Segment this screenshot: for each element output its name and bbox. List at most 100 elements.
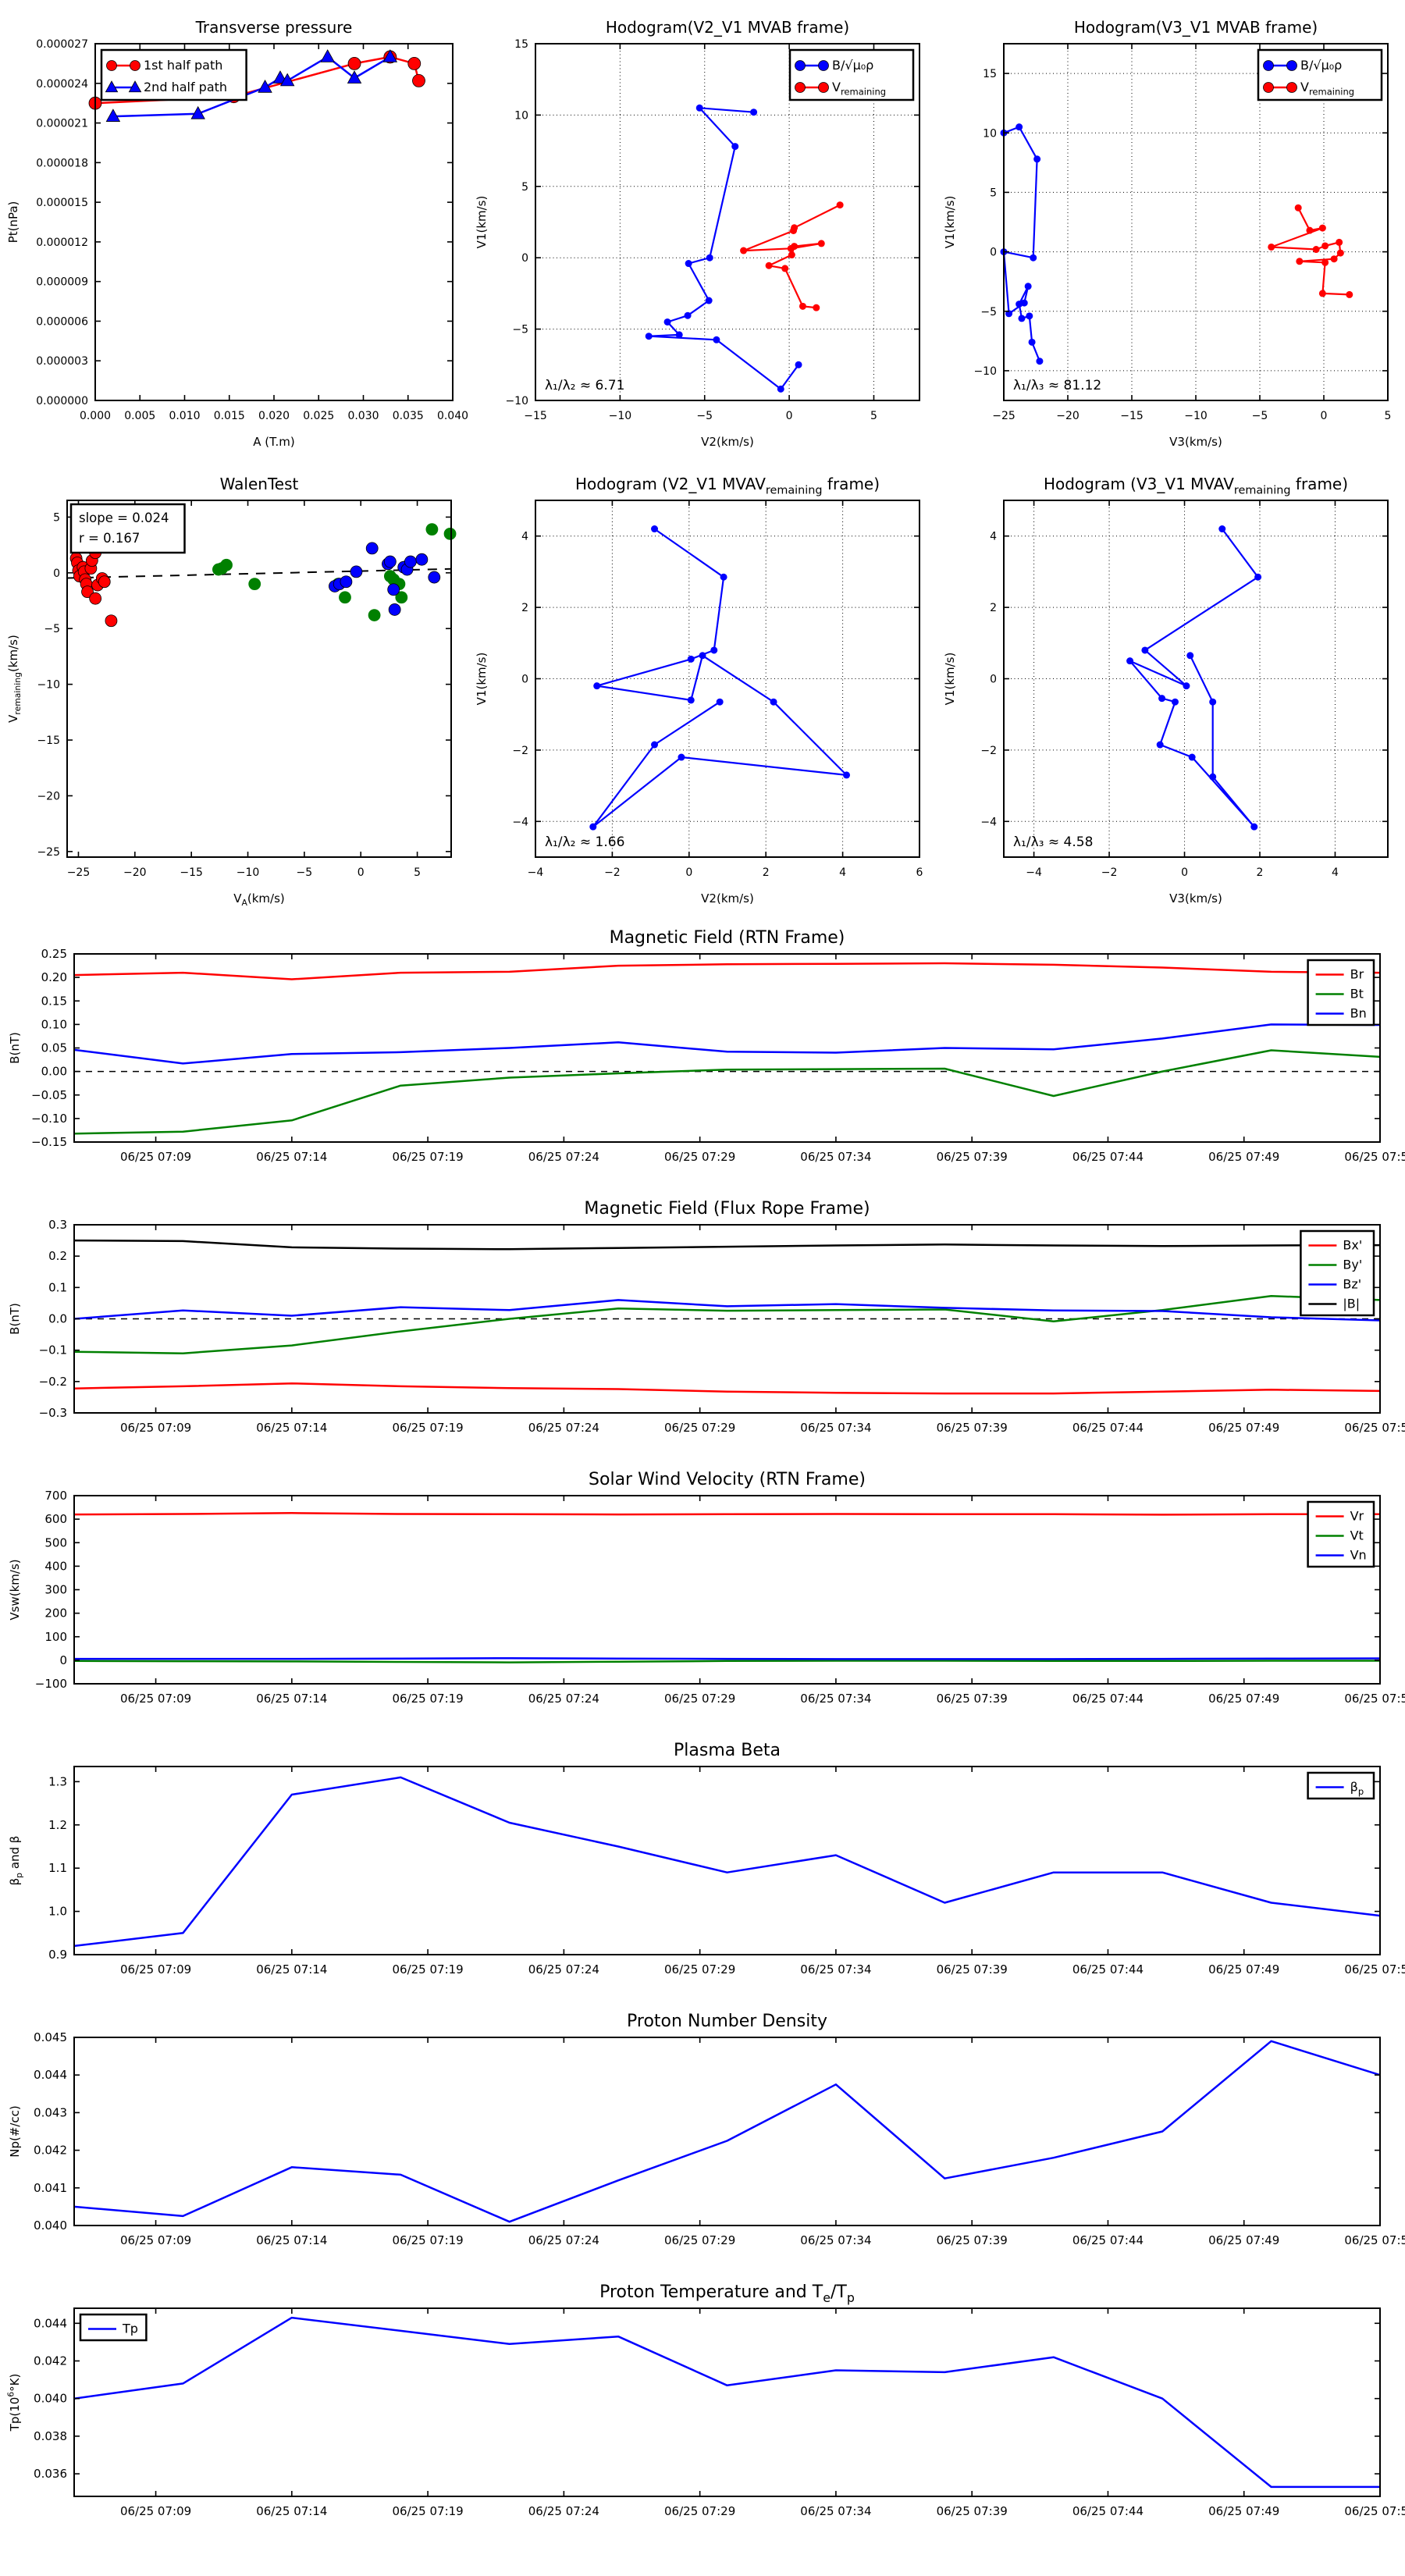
svg-text:λ₁/λ₂ ≈ 1.66: λ₁/λ₂ ≈ 1.66 bbox=[545, 834, 624, 850]
svg-text:Pt(nPa): Pt(nPa) bbox=[6, 201, 20, 244]
svg-text:0.000: 0.000 bbox=[80, 410, 111, 422]
svg-text:Hodogram(V3_V1 MVAB frame): Hodogram(V3_V1 MVAB frame) bbox=[1074, 18, 1318, 37]
chart-svg-hodogram-v2v1-mvab: −15 −10 −5 0 5 −10 −5 0 5 10 15 Hodogram(V2_V1 MVAB… bbox=[475, 18, 920, 449]
svg-text:06/25 07:54: 06/25 07:54 bbox=[1344, 1150, 1405, 1164]
svg-text:06/25 07:44: 06/25 07:44 bbox=[1072, 2233, 1144, 2247]
svg-text:|B|: |B| bbox=[1343, 1297, 1360, 1311]
svg-text:0: 0 bbox=[521, 252, 528, 265]
svg-text:2: 2 bbox=[990, 602, 997, 614]
svg-text:0.000018: 0.000018 bbox=[36, 157, 88, 169]
svg-text:Bt: Bt bbox=[1350, 987, 1364, 1002]
svg-text:06/25 07:14: 06/25 07:14 bbox=[256, 2233, 327, 2247]
svg-text:Bz': Bz' bbox=[1343, 1277, 1361, 1292]
svg-text:V2(km/s): V2(km/s) bbox=[701, 435, 754, 449]
panel-plasma-beta: 06/25 07:09 06/25 07:14 06/25 07:19 06/25 0… bbox=[0, 1732, 1405, 2003]
svg-text:06/25 07:09: 06/25 07:09 bbox=[120, 1962, 191, 1976]
svg-text:−5: −5 bbox=[44, 623, 60, 635]
svg-text:06/25 07:49: 06/25 07:49 bbox=[1208, 1962, 1279, 1976]
svg-text:06/25 07:49: 06/25 07:49 bbox=[1208, 2504, 1279, 2518]
svg-text:06/25 07:34: 06/25 07:34 bbox=[800, 1692, 871, 1706]
svg-text:Vremaining(km/s): Vremaining(km/s) bbox=[6, 635, 23, 723]
svg-text:Np(#/cc): Np(#/cc) bbox=[8, 2105, 22, 2158]
svg-text:6: 6 bbox=[916, 866, 923, 879]
chart-svg-walen-test: −25 −20 −15 −10 −5 0 5 −25 −20 −15 −10 −5 0 5 WalenTes… bbox=[6, 475, 457, 908]
svg-text:0: 0 bbox=[357, 866, 365, 879]
svg-text:−20: −20 bbox=[1056, 410, 1080, 422]
svg-text:−25: −25 bbox=[992, 410, 1016, 422]
svg-text:06/25 07:54: 06/25 07:54 bbox=[1344, 1692, 1405, 1706]
svg-text:06/25 07:39: 06/25 07:39 bbox=[937, 1692, 1008, 1706]
svg-text:06/25 07:54: 06/25 07:54 bbox=[1344, 1421, 1405, 1435]
svg-text:06/25 07:44: 06/25 07:44 bbox=[1072, 1421, 1144, 1435]
svg-text:0.041: 0.041 bbox=[34, 2181, 67, 2195]
svg-text:−15: −15 bbox=[37, 735, 60, 747]
svg-text:06/25 07:29: 06/25 07:29 bbox=[664, 2504, 735, 2518]
svg-text:0.045: 0.045 bbox=[34, 2030, 67, 2044]
svg-text:Vremaining: Vremaining bbox=[832, 80, 886, 98]
svg-text:−100: −100 bbox=[35, 1677, 67, 1691]
svg-text:Magnetic Field (RTN Frame): Magnetic Field (RTN Frame) bbox=[610, 928, 845, 948]
svg-text:0.20: 0.20 bbox=[41, 970, 67, 984]
svg-text:100: 100 bbox=[44, 1630, 67, 1644]
panel-hodogram-v2v1-mvav: −4 −2 0 2 4 6 −4 −2 0 2 4 Hodogram (V2_V1 MVAVremai… bbox=[468, 463, 937, 920]
svg-text:5: 5 bbox=[521, 181, 528, 194]
svg-text:06/25 07:24: 06/25 07:24 bbox=[528, 1421, 599, 1435]
svg-text:0.020: 0.020 bbox=[258, 410, 290, 422]
chart-svg-proton-temperature: 06/25 07:09 06/25 07:14 06/25 07:19 06/25 0… bbox=[6, 2282, 1405, 2518]
svg-text:0.040: 0.040 bbox=[437, 410, 468, 422]
svg-text:−5: −5 bbox=[980, 306, 997, 318]
svg-text:0: 0 bbox=[53, 568, 60, 580]
svg-text:0.1: 0.1 bbox=[48, 1280, 67, 1294]
svg-text:V1(km/s): V1(km/s) bbox=[475, 653, 489, 706]
panel-transverse-pressure: 0.000 0.005 0.010 0.015 0.020 0.025 0.030 0.035… bbox=[0, 6, 468, 463]
svg-text:0.25: 0.25 bbox=[41, 947, 67, 961]
svg-text:06/25 07:49: 06/25 07:49 bbox=[1208, 1692, 1279, 1706]
svg-text:Transverse pressure: Transverse pressure bbox=[195, 18, 353, 37]
svg-text:Solar Wind Velocity (RTN Frame: Solar Wind Velocity (RTN Frame) bbox=[589, 1470, 866, 1489]
svg-text:0.015: 0.015 bbox=[214, 410, 245, 422]
row-top-panels: 0.000 0.005 0.010 0.015 0.020 0.025 0.030 0.035… bbox=[0, 6, 1405, 463]
svg-text:0.044: 0.044 bbox=[34, 2068, 67, 2082]
svg-text:06/25 07:24: 06/25 07:24 bbox=[528, 2504, 599, 2518]
svg-text:Proton Number Density: Proton Number Density bbox=[627, 2012, 827, 2031]
svg-text:βp and β: βp and β bbox=[8, 1836, 24, 1886]
svg-text:−10: −10 bbox=[505, 395, 528, 407]
svg-text:−0.2: −0.2 bbox=[39, 1375, 67, 1389]
svg-text:−0.10: −0.10 bbox=[31, 1112, 67, 1126]
svg-text:06/25 07:09: 06/25 07:09 bbox=[120, 1421, 191, 1435]
svg-text:−0.1: −0.1 bbox=[39, 1343, 67, 1357]
svg-text:600: 600 bbox=[44, 1512, 67, 1526]
svg-text:Vsw(km/s): Vsw(km/s) bbox=[8, 1559, 22, 1620]
svg-text:06/25 07:29: 06/25 07:29 bbox=[664, 1421, 735, 1435]
svg-text:V1(km/s): V1(km/s) bbox=[943, 196, 957, 249]
svg-text:V2(km/s): V2(km/s) bbox=[701, 891, 754, 906]
svg-text:1.2: 1.2 bbox=[48, 1818, 67, 1832]
svg-text:WalenTest: WalenTest bbox=[220, 475, 299, 493]
svg-text:500: 500 bbox=[44, 1535, 67, 1550]
svg-text:06/25 07:49: 06/25 07:49 bbox=[1208, 1150, 1279, 1164]
svg-text:B/√μ₀ρ: B/√μ₀ρ bbox=[832, 58, 873, 73]
svg-text:Plasma Beta: Plasma Beta bbox=[674, 1741, 781, 1760]
svg-text:06/25 07:44: 06/25 07:44 bbox=[1072, 1962, 1144, 1976]
svg-text:0.030: 0.030 bbox=[347, 410, 379, 422]
svg-text:VA(km/s): VA(km/s) bbox=[233, 891, 285, 908]
svg-text:−2: −2 bbox=[980, 745, 997, 757]
svg-text:−10: −10 bbox=[37, 679, 60, 692]
svg-text:06/25 07:39: 06/25 07:39 bbox=[937, 1421, 1008, 1435]
svg-text:06/25 07:44: 06/25 07:44 bbox=[1072, 1150, 1144, 1164]
svg-text:300: 300 bbox=[44, 1583, 67, 1597]
svg-text:0: 0 bbox=[990, 247, 997, 259]
svg-text:0.040: 0.040 bbox=[34, 2218, 67, 2233]
svg-text:0.040: 0.040 bbox=[34, 2392, 67, 2406]
svg-text:0.044: 0.044 bbox=[34, 2316, 67, 2330]
svg-text:−4: −4 bbox=[1026, 866, 1042, 879]
svg-text:slope = 0.024: slope = 0.024 bbox=[79, 511, 169, 525]
svg-text:−15: −15 bbox=[180, 866, 203, 879]
svg-text:Hodogram (V2_V1 MVAVremaining: Hodogram (V2_V1 MVAVremaining frame) bbox=[575, 475, 880, 497]
svg-text:2: 2 bbox=[763, 866, 770, 879]
svg-text:5: 5 bbox=[53, 511, 60, 524]
svg-text:06/25 07:14: 06/25 07:14 bbox=[256, 1150, 327, 1164]
svg-text:Bn: Bn bbox=[1350, 1006, 1367, 1021]
svg-text:Tp(106°K): Tp(106°K) bbox=[6, 2374, 22, 2432]
svg-text:B(nT): B(nT) bbox=[8, 1303, 22, 1335]
